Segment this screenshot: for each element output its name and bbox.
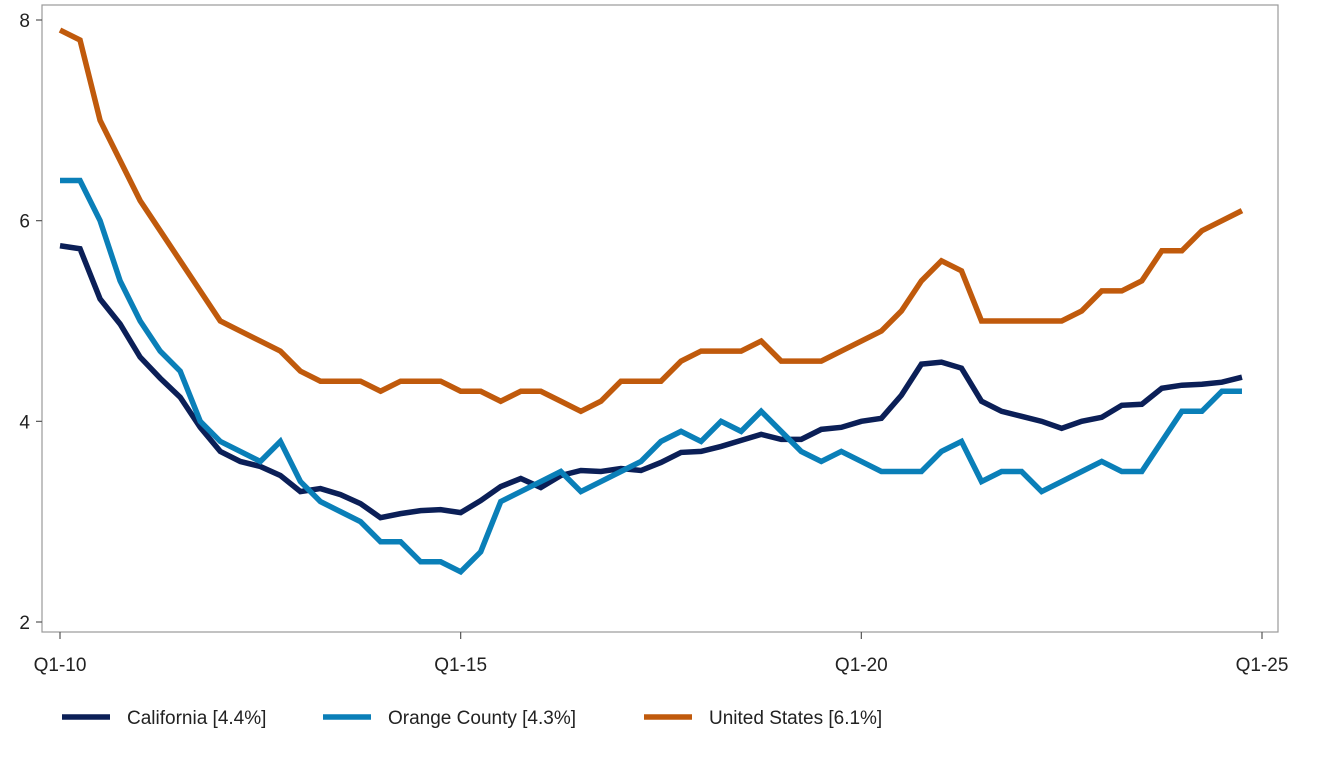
x-tick-label: Q1-20 bbox=[835, 655, 888, 676]
x-tick-label: Q1-25 bbox=[1236, 655, 1289, 676]
y-axis: 2 4 6 8 bbox=[19, 11, 42, 634]
x-axis: Q1-10 Q1-15 Q1-20 Q1-25 bbox=[34, 632, 1289, 676]
legend-label: United States [6.1%] bbox=[709, 708, 882, 729]
y-tick-label: 2 bbox=[19, 613, 30, 634]
y-tick-label: 4 bbox=[19, 412, 30, 433]
plot-frame bbox=[41, 4, 1279, 633]
series-line-0 bbox=[59, 243, 1243, 521]
legend: California [4.4%] Orange County [4.3%] Uni… bbox=[62, 708, 882, 729]
series-line-1 bbox=[60, 177, 1242, 576]
y-tick-label: 8 bbox=[19, 11, 30, 32]
x-tick-label: Q1-10 bbox=[34, 655, 87, 676]
y-tick-label: 6 bbox=[19, 212, 30, 233]
legend-label: Orange County [4.3%] bbox=[388, 708, 576, 729]
series-layer bbox=[58, 27, 1244, 576]
x-tick-label: Q1-15 bbox=[434, 655, 487, 676]
legend-label: California [4.4%] bbox=[127, 708, 266, 729]
series-line-2 bbox=[58, 27, 1244, 415]
